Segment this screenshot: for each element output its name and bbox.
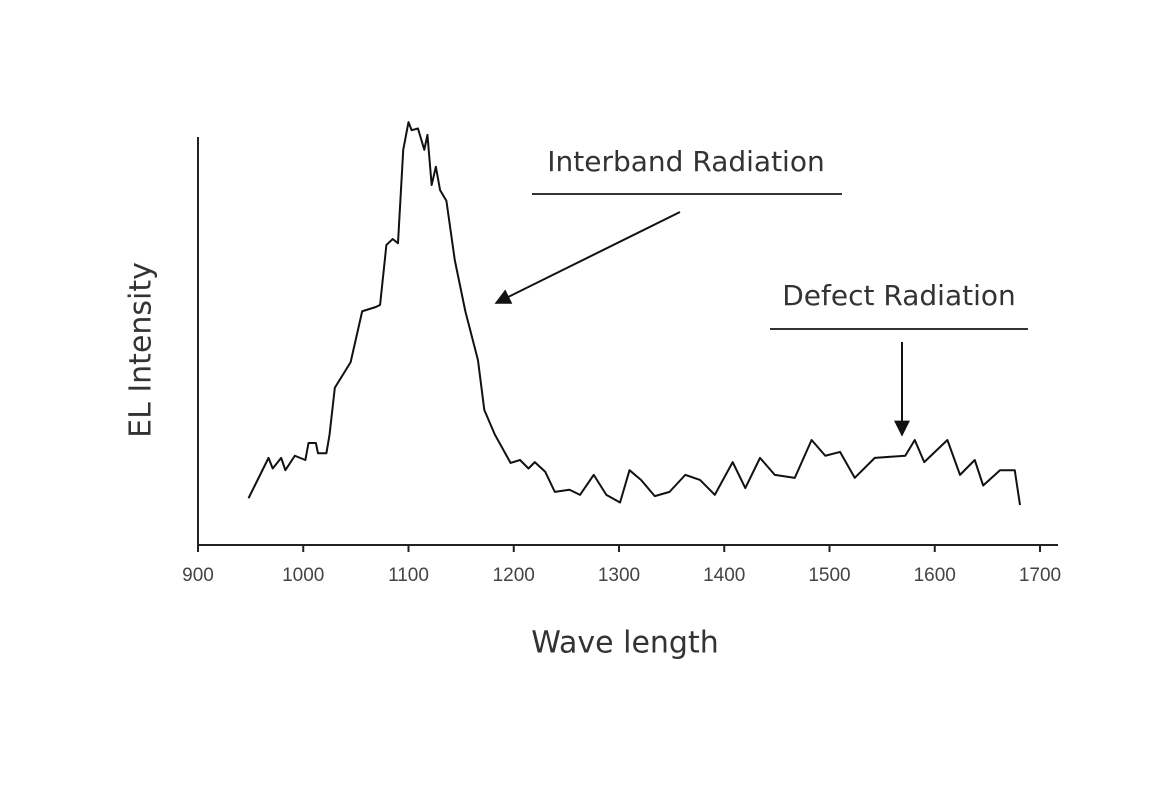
x-tick-label: 1500 [808, 565, 850, 586]
x-axis-label: Wave length [531, 626, 719, 661]
x-tick-label: 1200 [493, 565, 535, 586]
x-tick-label: 1400 [703, 565, 745, 586]
annotation-arrow [494, 211, 681, 304]
x-tick-label: 900 [182, 565, 214, 586]
x-tick-label: 1100 [388, 565, 429, 586]
x-tick-label: 1300 [598, 565, 640, 586]
x-tick-label: 1700 [1019, 565, 1061, 586]
annotation: Defect Radiation [782, 279, 1016, 312]
y-axis-label: EL Intensity [124, 262, 159, 438]
line [247, 121, 1021, 506]
x-tick-label: 1000 [282, 565, 324, 586]
x-tick-label: 1600 [914, 565, 956, 586]
annotation: Interband Radiation [547, 145, 824, 178]
